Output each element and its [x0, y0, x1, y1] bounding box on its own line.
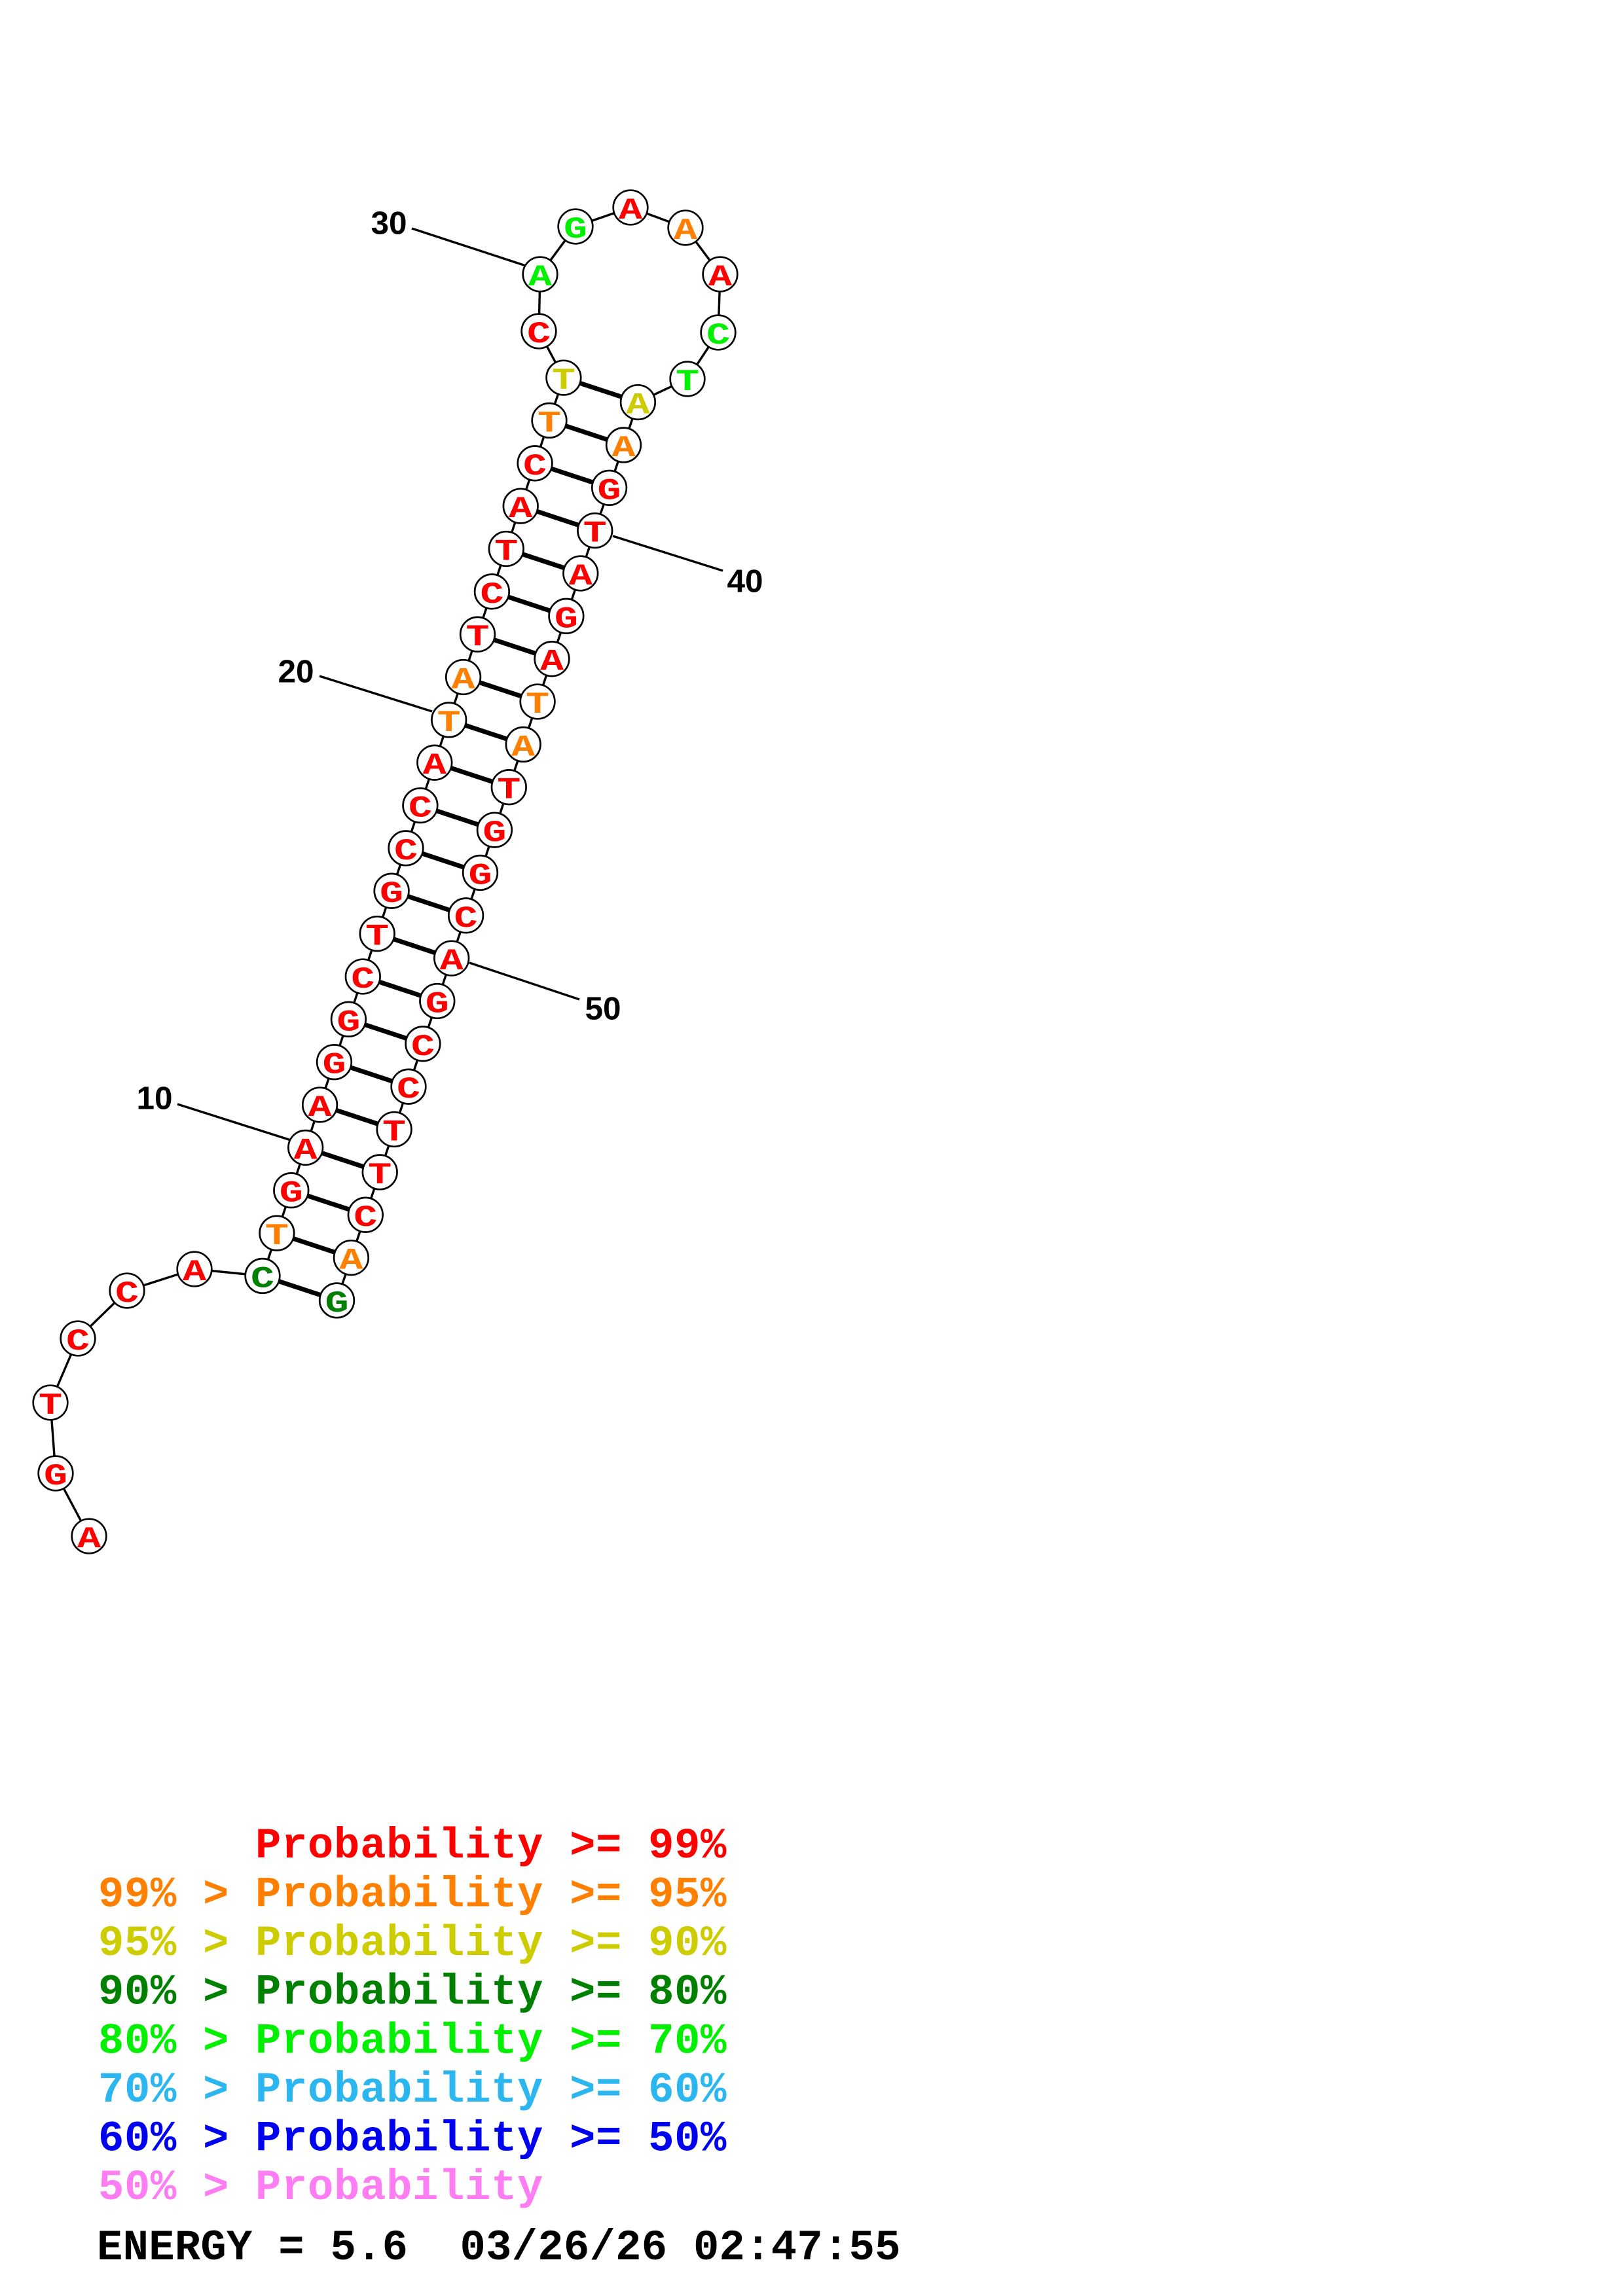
svg-text:A: A: [77, 1522, 101, 1556]
svg-text:C: C: [394, 834, 418, 869]
svg-text:90% > Probability >= 80%: 90% > Probability >= 80%: [98, 1968, 727, 2017]
svg-text:30: 30: [371, 206, 407, 242]
svg-text:C: C: [454, 902, 478, 936]
svg-text:A: A: [708, 260, 733, 295]
svg-text:70% > Probability >= 60%: 70% > Probability >= 60%: [98, 2066, 727, 2115]
svg-text:C: C: [480, 578, 503, 612]
svg-text:T: T: [437, 706, 461, 740]
svg-text:C: C: [411, 1030, 435, 1064]
svg-text:G: G: [555, 603, 578, 637]
svg-text:A: A: [611, 431, 636, 465]
svg-text:G: G: [598, 475, 621, 509]
svg-text:G: G: [337, 1006, 360, 1040]
svg-text:20: 20: [278, 654, 314, 690]
svg-text:A: A: [308, 1091, 333, 1125]
svg-text:C: C: [706, 319, 730, 353]
svg-text:G: G: [44, 1460, 67, 1494]
svg-text:A: A: [452, 664, 476, 698]
svg-text:A: A: [339, 1244, 363, 1278]
svg-text:G: G: [468, 859, 492, 893]
svg-text:80% > Probability >= 70%: 80% > Probability >= 70%: [98, 2017, 727, 2066]
svg-text:99% > Probability >= 95%: 99% > Probability >= 95%: [98, 1871, 727, 1920]
svg-text:C: C: [251, 1263, 274, 1297]
svg-text:A: A: [294, 1134, 318, 1168]
svg-text:T: T: [365, 920, 389, 954]
svg-text:C: C: [115, 1277, 139, 1311]
svg-text:A: A: [626, 389, 650, 423]
svg-text:A: A: [509, 492, 533, 526]
svg-text:T: T: [39, 1389, 62, 1423]
svg-text:G: G: [483, 816, 506, 850]
svg-text:G: G: [564, 213, 587, 247]
svg-text:T: T: [494, 535, 518, 569]
svg-text:T: T: [465, 620, 489, 655]
svg-text:T: T: [552, 364, 575, 398]
svg-text:A: A: [569, 560, 593, 594]
svg-text:T: T: [583, 517, 607, 551]
svg-text:T: T: [497, 774, 520, 808]
svg-text:10: 10: [136, 1081, 172, 1117]
svg-text:C: C: [409, 792, 432, 826]
svg-text:C: C: [66, 1325, 90, 1359]
svg-text:G: G: [280, 1177, 303, 1211]
svg-text:G: G: [426, 988, 449, 1022]
svg-text:T: T: [538, 407, 561, 441]
svg-text:60% > Probability >= 50%: 60% > Probability >= 50%: [98, 2114, 727, 2163]
svg-text:G: G: [380, 877, 403, 911]
svg-text:C: C: [354, 1201, 377, 1235]
svg-text:A: A: [423, 749, 447, 783]
svg-text:T: T: [265, 1219, 289, 1253]
svg-text:A: A: [619, 194, 643, 228]
svg-text:A: A: [528, 260, 553, 295]
svg-text:95% > Probability >= 90%: 95% > Probability >= 90%: [98, 1919, 727, 1968]
svg-text:C: C: [523, 450, 547, 484]
svg-text:C: C: [527, 317, 551, 351]
svg-text:T: T: [676, 365, 699, 399]
svg-text:A: A: [183, 1255, 207, 1289]
svg-text:ENERGY = 5.6 03/26/26 02:47:5: ENERGY = 5.6 03/26/26 02:47:55: [97, 2223, 901, 2272]
svg-text:A: A: [511, 731, 536, 765]
svg-text:G: G: [325, 1287, 348, 1321]
svg-text:A: A: [674, 214, 698, 248]
svg-text:40: 40: [727, 564, 763, 600]
svg-text:C: C: [397, 1073, 420, 1107]
svg-text:G: G: [322, 1049, 346, 1083]
svg-text:A: A: [440, 944, 464, 978]
svg-text:C: C: [351, 963, 374, 997]
svg-text:50: 50: [585, 991, 621, 1027]
svg-text:T: T: [526, 688, 549, 722]
svg-text:A: A: [540, 645, 564, 679]
svg-text:50% > Probability: 50% > Probability: [98, 2163, 543, 2212]
svg-text:Probability >= 99%: Probability >= 99%: [98, 1821, 727, 1871]
svg-text:T: T: [382, 1116, 406, 1150]
svg-text:T: T: [368, 1158, 392, 1193]
